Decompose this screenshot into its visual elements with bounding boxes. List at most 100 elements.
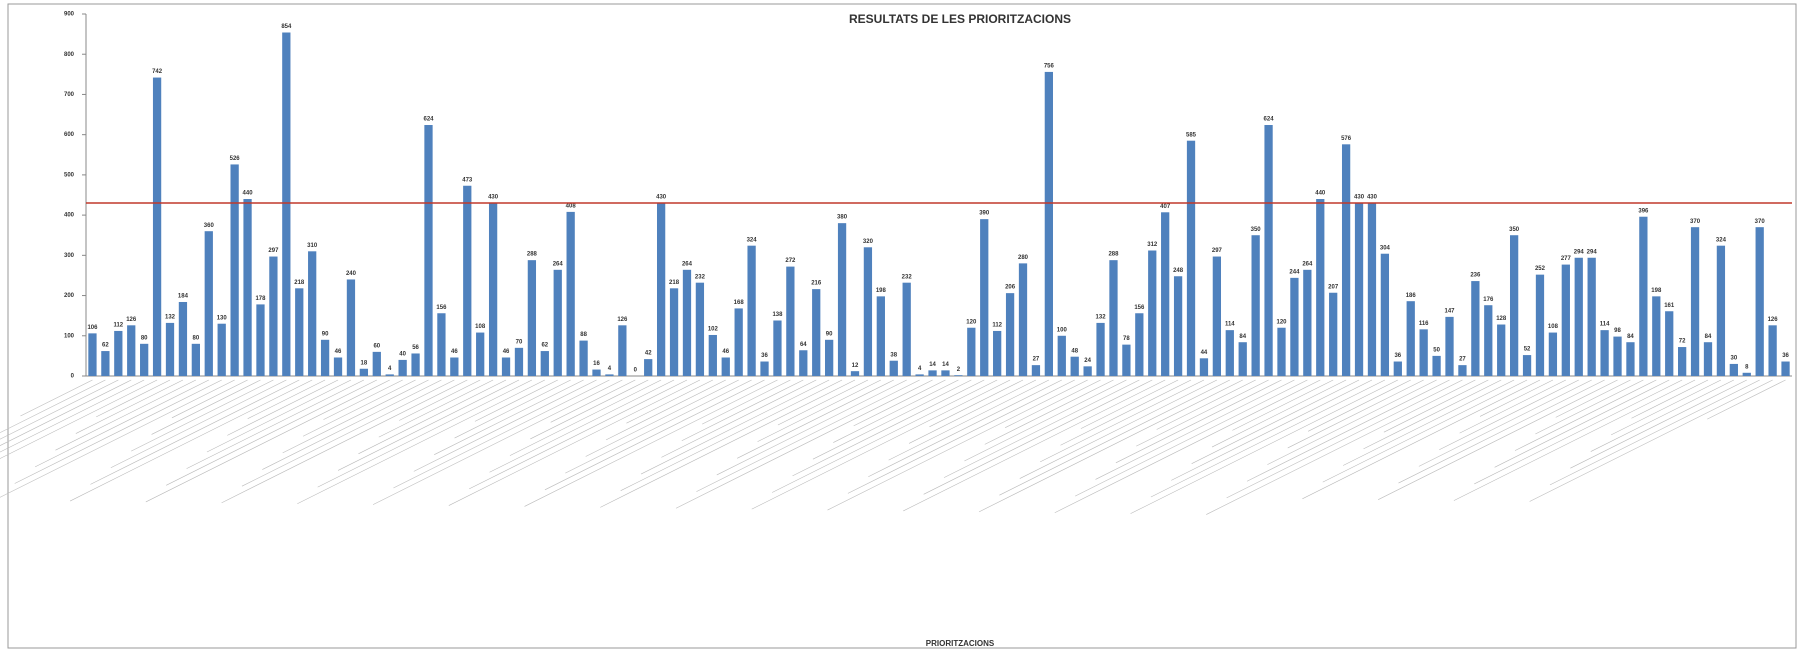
data-label: 88: [580, 332, 587, 338]
category-label-stub: [0, 379, 119, 440]
category-label-stub: [777, 379, 869, 426]
category-label-stub: [1363, 379, 1502, 450]
data-label: 312: [1147, 242, 1158, 248]
data-label: 56: [412, 345, 419, 351]
data-label: 100: [1057, 327, 1068, 333]
bar: [1173, 276, 1183, 376]
bar: [243, 199, 252, 376]
category-label-stub: [1095, 379, 1295, 480]
bar: [876, 296, 885, 376]
category-label-stub: [145, 379, 390, 503]
category-label-stub: [675, 379, 933, 509]
category-label-stub: [964, 379, 1127, 462]
bar: [333, 357, 343, 376]
bar: [993, 330, 1002, 376]
bar: [1393, 361, 1402, 376]
bar: [773, 320, 782, 376]
category-label-stub: [544, 379, 765, 491]
data-label: 297: [268, 248, 279, 254]
data-label: 440: [1315, 191, 1326, 197]
category-label-stub: [702, 379, 791, 425]
category-label-stub: [1226, 379, 1463, 499]
data-label: 38: [890, 352, 897, 358]
bar: [1148, 250, 1157, 376]
data-label: 232: [902, 274, 913, 280]
data-label: 264: [682, 261, 693, 267]
category-label-stub: [600, 379, 856, 508]
data-label: 264: [1302, 261, 1313, 267]
category-label-stub: [110, 379, 287, 469]
category-label-stub: [605, 379, 726, 441]
category-label-stub: [530, 379, 649, 440]
bar: [1419, 329, 1428, 376]
y-tick-label: 500: [64, 172, 75, 178]
category-label-stub: [847, 379, 1075, 494]
data-label: 440: [243, 191, 254, 197]
category-label-stub: [0, 379, 235, 498]
data-label: 407: [1160, 204, 1171, 210]
data-label: 18: [361, 360, 368, 366]
data-label: 147: [1444, 308, 1455, 314]
category-label-stub: [20, 379, 93, 417]
category-label-stub: [1514, 379, 1657, 451]
bar: [1070, 356, 1079, 376]
data-label: 120: [966, 319, 977, 325]
category-label-stub: [1171, 379, 1373, 481]
data-label: 288: [1108, 252, 1119, 258]
bar: [967, 327, 976, 376]
bar: [256, 304, 265, 376]
category-label-stub: [0, 379, 158, 459]
data-label: 116: [1419, 321, 1429, 327]
data-label: 102: [708, 327, 719, 333]
data-label: 390: [979, 211, 990, 217]
bar: [825, 339, 834, 376]
bar: [1678, 347, 1687, 376]
bar: [1690, 227, 1700, 376]
data-label: 320: [863, 239, 874, 245]
bar: [850, 371, 860, 376]
bar: [1031, 365, 1041, 376]
data-label: 408: [566, 203, 577, 209]
data-label: 44: [1201, 350, 1208, 356]
bar: [553, 269, 562, 376]
bar: [398, 359, 407, 376]
category-label-stub: [1191, 379, 1360, 464]
category-label-stub: [640, 379, 830, 475]
bar: [1018, 263, 1028, 376]
data-label: 16: [593, 361, 600, 367]
category-label-stub: [1308, 379, 1411, 432]
data-label: 756: [1044, 63, 1055, 69]
bar: [618, 325, 627, 376]
bar: [1367, 203, 1377, 376]
bar: [605, 374, 614, 376]
bar: [1574, 257, 1583, 376]
bar: [1199, 358, 1209, 376]
y-tick-label: 200: [64, 293, 75, 299]
data-label: 272: [785, 258, 796, 264]
data-label: 24: [1084, 358, 1091, 364]
category-label-stub: [1474, 379, 1683, 485]
category-label-stub: [96, 379, 171, 418]
bar: [476, 332, 485, 376]
bar: [127, 325, 136, 376]
bar: [1096, 322, 1105, 376]
bar: [1742, 372, 1751, 376]
category-label-stub: [1080, 379, 1179, 429]
data-label: 248: [1173, 268, 1184, 274]
bar: [734, 308, 743, 376]
data-label: 70: [516, 339, 523, 345]
category-label-stub: [0, 379, 145, 453]
bar: [708, 334, 717, 376]
data-label: 350: [1509, 227, 1520, 233]
bar: [540, 351, 549, 376]
chart-title: RESULTATS DE LES PRIORITZACIONS: [849, 12, 1071, 26]
data-label: 206: [1005, 285, 1016, 291]
bar: [941, 370, 950, 376]
bar: [1303, 269, 1312, 376]
data-label: 0: [634, 368, 638, 374]
data-label: 324: [747, 237, 758, 243]
bar: [863, 247, 873, 376]
data-label: 742: [152, 69, 163, 75]
bar: [488, 203, 498, 376]
bar: [579, 340, 588, 376]
